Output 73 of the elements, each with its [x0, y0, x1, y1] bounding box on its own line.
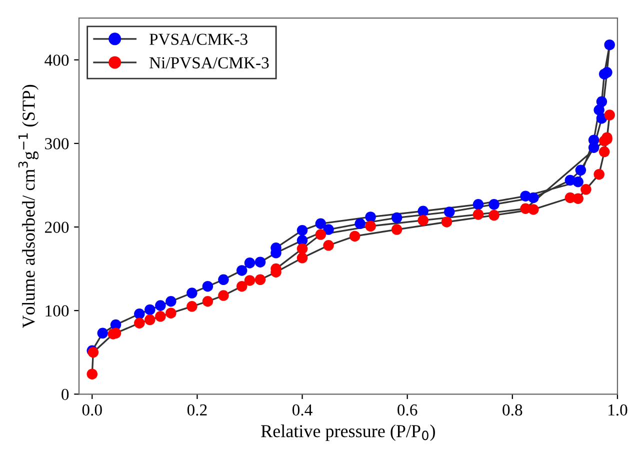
- point: [144, 314, 156, 326]
- x-tick-label: 0.8: [502, 404, 522, 416]
- point: [134, 308, 145, 320]
- point: [202, 280, 214, 292]
- point: [236, 280, 248, 292]
- point: [472, 209, 484, 220]
- point: [166, 296, 176, 307]
- point: [296, 252, 308, 264]
- point: [520, 190, 531, 202]
- point: [244, 258, 256, 268]
- x-axis-title: Relative pressure (P/P$_{0}$): [261, 424, 435, 441]
- y-axis-title: Volume adsorbed/ cm$^{3}$g$^{−1}$ (STP): [18, 84, 39, 328]
- point: [580, 184, 592, 195]
- point: [315, 218, 326, 230]
- point: [572, 176, 584, 188]
- point: [365, 220, 376, 232]
- point: [218, 290, 229, 301]
- point: [418, 214, 428, 226]
- point: [391, 212, 402, 224]
- point: [444, 206, 455, 218]
- point: [598, 146, 610, 158]
- point: [315, 229, 326, 240]
- point: [418, 206, 428, 217]
- point: [598, 68, 610, 80]
- point: [575, 164, 586, 176]
- y-tick-label: 0: [62, 388, 69, 400]
- point: [254, 274, 266, 286]
- point: [488, 199, 500, 210]
- point: [572, 193, 584, 204]
- y-tick-label: 400: [44, 54, 69, 66]
- point: [354, 218, 366, 230]
- point: [86, 368, 98, 380]
- point: [155, 300, 166, 311]
- x-tick-label: 0.4: [292, 404, 312, 416]
- point: [134, 318, 145, 328]
- point: [155, 311, 166, 322]
- point: [594, 104, 604, 116]
- point: [186, 301, 198, 312]
- y-tick-label: 100: [46, 305, 69, 317]
- point: [598, 136, 610, 146]
- point: [97, 328, 108, 339]
- point: [296, 224, 308, 236]
- point: [520, 203, 531, 214]
- point: [144, 304, 156, 316]
- point: [236, 265, 248, 276]
- y-tick-label: 200: [45, 222, 69, 233]
- x-tick-label: 0.2: [187, 404, 207, 416]
- point: [391, 224, 402, 235]
- point: [472, 199, 484, 210]
- point: [594, 168, 604, 180]
- point: [254, 256, 266, 268]
- point: [441, 216, 452, 228]
- point: [604, 39, 615, 50]
- point: [365, 212, 376, 222]
- point: [323, 240, 334, 251]
- legend-label: PVSA/CMK-3: [149, 34, 248, 45]
- point: [186, 288, 198, 298]
- point: [202, 296, 214, 307]
- point: [488, 210, 500, 221]
- point: [588, 134, 600, 146]
- y-tick-label: 300: [45, 138, 69, 150]
- point: [244, 275, 256, 286]
- point: [323, 224, 334, 235]
- x-tick-label: 0.6: [398, 404, 418, 416]
- legend-label: Ni/PVSA/CMK-3: [149, 57, 269, 69]
- point: [296, 243, 308, 254]
- point: [596, 96, 608, 108]
- x-tick-label: 0.0: [82, 404, 102, 416]
- point: [166, 308, 176, 318]
- x-tick-label: 1.0: [608, 404, 628, 416]
- point: [349, 230, 360, 242]
- point: [218, 274, 229, 286]
- point: [604, 110, 615, 120]
